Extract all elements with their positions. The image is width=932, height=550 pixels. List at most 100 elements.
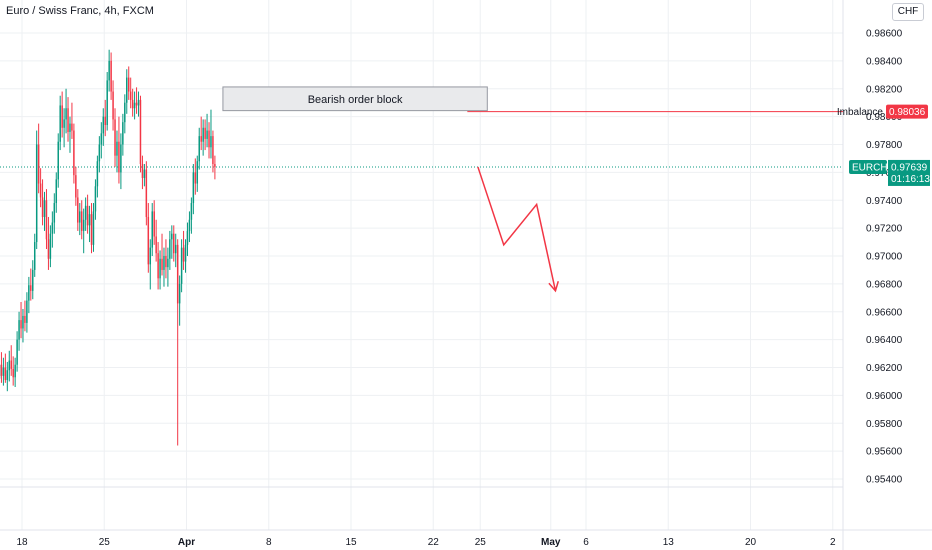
candle-body xyxy=(8,360,11,371)
candle xyxy=(153,200,155,245)
candle xyxy=(145,161,148,226)
projection-arrow[interactable] xyxy=(477,166,559,293)
y-tick-label: 0.97800 xyxy=(866,140,903,151)
candle xyxy=(186,222,189,256)
candle-body xyxy=(124,102,126,123)
candle xyxy=(20,301,22,339)
candle-body xyxy=(79,211,81,223)
candle xyxy=(75,166,77,206)
candle-body xyxy=(204,127,206,139)
candle-body xyxy=(108,60,110,81)
order-block-label: Bearish order block xyxy=(308,94,403,106)
candle xyxy=(69,116,71,153)
candle-body xyxy=(55,179,58,204)
candle xyxy=(98,136,101,173)
candle xyxy=(90,203,93,254)
candle-body xyxy=(155,236,157,254)
candle xyxy=(171,225,173,259)
candle-body xyxy=(122,122,124,145)
candle xyxy=(32,260,34,300)
candle-body xyxy=(43,200,46,217)
candle-body xyxy=(182,247,185,262)
imbalance-tag: Imbalance 0.98036 xyxy=(837,104,928,119)
candle-body xyxy=(173,233,175,254)
candle xyxy=(184,239,187,273)
candle-body xyxy=(57,141,59,180)
candle xyxy=(22,308,24,343)
candle xyxy=(212,130,214,173)
candle xyxy=(149,239,152,290)
candle xyxy=(4,353,7,383)
candle xyxy=(55,172,58,213)
bearish-order-block-rect[interactable] xyxy=(222,86,488,112)
candle-body xyxy=(98,144,101,162)
candle-body xyxy=(96,161,99,187)
candle-body xyxy=(116,141,118,156)
candle-body xyxy=(163,256,165,270)
candle xyxy=(67,97,69,142)
x-tick-label: 13 xyxy=(663,537,675,548)
last-price-tag: EURCHF 0.97639 01:16:13 xyxy=(849,159,930,186)
candle-body xyxy=(149,247,152,265)
candle xyxy=(39,168,42,208)
candle-body xyxy=(188,219,191,231)
candle-body xyxy=(41,197,44,217)
candle-body xyxy=(212,136,214,165)
y-tick-label: 0.96000 xyxy=(866,391,903,402)
order-block-zone[interactable]: Bearish order block xyxy=(222,86,488,112)
projection-line[interactable] xyxy=(477,166,557,292)
candle-body xyxy=(141,164,144,178)
y-tick-label: 0.97200 xyxy=(866,224,903,235)
candle-body xyxy=(28,285,30,301)
currency-button[interactable]: CHF xyxy=(892,3,924,21)
candle-body xyxy=(157,253,159,279)
candle xyxy=(198,127,200,170)
candle-body xyxy=(0,364,3,376)
candle-body xyxy=(71,123,73,131)
candle xyxy=(88,205,91,243)
candle xyxy=(92,203,95,252)
candle-body xyxy=(174,244,177,254)
y-tick-label: 0.97000 xyxy=(866,252,903,263)
y-tick-label: 0.96600 xyxy=(866,307,903,318)
time-axis[interactable]: 18 25 Apr 8 15 22 25 May 6 13 20 2 xyxy=(16,537,836,548)
x-tick-label: 8 xyxy=(266,537,272,548)
y-tick-label: 0.98600 xyxy=(866,29,903,40)
candle xyxy=(0,352,3,383)
candle xyxy=(102,108,105,146)
candle xyxy=(63,108,65,148)
candle xyxy=(141,155,144,190)
candle-body xyxy=(190,203,193,220)
candle xyxy=(147,203,150,273)
candle xyxy=(24,300,26,332)
candle-body xyxy=(171,233,173,240)
candle xyxy=(139,95,142,173)
candle-body xyxy=(145,169,148,217)
y-tick-label: 0.98200 xyxy=(866,84,903,95)
candle xyxy=(126,69,128,114)
candle-body xyxy=(30,285,32,291)
candle xyxy=(6,361,9,392)
candle xyxy=(110,52,112,100)
candle-body xyxy=(51,222,54,234)
candle-body xyxy=(4,367,7,381)
candle xyxy=(182,230,185,270)
candle-body xyxy=(35,144,38,243)
candle-body xyxy=(165,256,167,268)
candle xyxy=(124,94,126,134)
candle xyxy=(118,116,120,184)
candle xyxy=(100,122,103,159)
y-tick-label: 0.98400 xyxy=(866,56,903,67)
candle xyxy=(12,356,14,386)
candle xyxy=(71,102,73,139)
candle-body xyxy=(67,108,69,132)
candle-body xyxy=(151,211,153,248)
candle-body xyxy=(39,183,42,198)
projection-arrowhead xyxy=(548,281,559,293)
candle-body xyxy=(147,216,150,265)
candle-body xyxy=(86,205,89,226)
x-tick-label: May xyxy=(541,537,561,548)
candle-body xyxy=(16,339,18,365)
price-axis[interactable]: 0.986000.984000.982000.980000.978000.976… xyxy=(866,29,903,486)
